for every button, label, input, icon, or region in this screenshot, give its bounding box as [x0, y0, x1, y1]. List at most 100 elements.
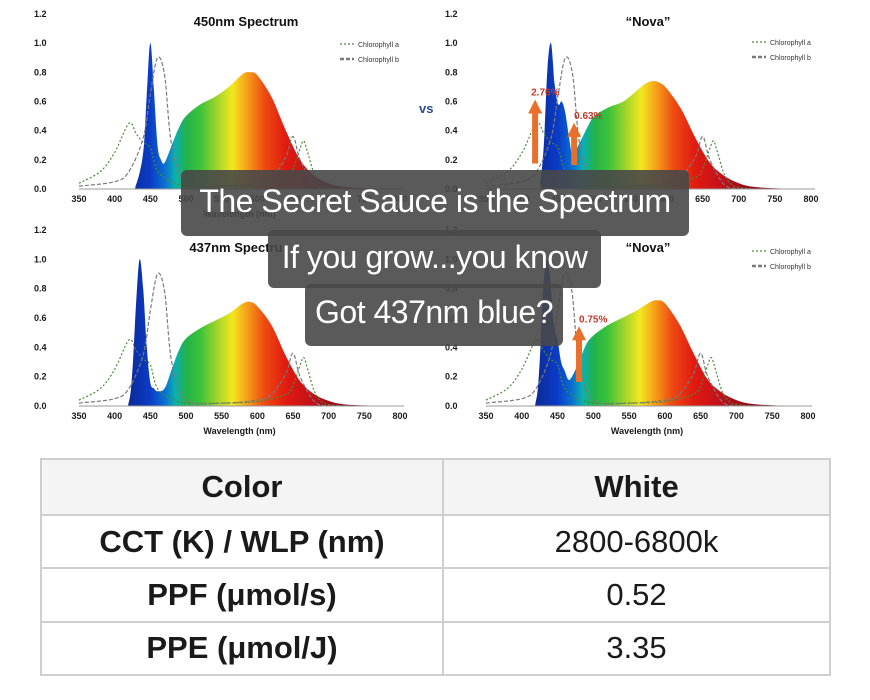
y-tick-label: 0.8	[34, 284, 47, 294]
legend-entry: Chlorophyll b	[770, 55, 811, 62]
x-tick-label: 550	[622, 411, 637, 421]
y-tick-label: 1.0	[34, 254, 47, 264]
annotation-label: 0.63%	[574, 111, 602, 122]
chlorophyll-b-line	[485, 272, 737, 407]
y-tick-label: 0.4	[445, 342, 458, 352]
y-tick-label: 0.8	[34, 67, 47, 77]
y-tick-label: 0.6	[34, 313, 47, 323]
chlorophyll-b-line	[485, 56, 739, 190]
row-label-ppe: PPE (μmol/J)	[40, 620, 444, 677]
overlay-caption-3: Got 437nm blue?	[305, 284, 563, 346]
spec-table: Color White CCT (K) / WLP (nm) 2800-6800…	[40, 458, 831, 677]
x-tick-label: 500	[178, 411, 193, 421]
y-tick-label: 0.0	[445, 401, 458, 411]
table-row: CCT (K) / WLP (nm) 2800-6800k	[40, 513, 831, 570]
header-cell-color: Color	[40, 458, 444, 516]
legend-entry: Chlorophyll a	[770, 40, 811, 47]
chart-437nm-spectrum: 350 400 450 500 550 600 650 700 750 800 0.0 0.2 0.4 0…	[0, 220, 430, 440]
x-tick-label: 500	[586, 411, 601, 421]
spectrum-area	[486, 259, 808, 407]
x-tick-label: 350	[478, 411, 493, 421]
row-label-ppf: PPF (μmol/s)	[40, 567, 444, 623]
x-tick-label: 600	[250, 411, 265, 421]
row-label-cct: CCT (K) / WLP (nm)	[40, 513, 444, 570]
x-tick-label: 800	[392, 411, 407, 421]
caption-line-3: Got 437nm blue?	[315, 294, 554, 330]
y-tick-label: 0.2	[445, 372, 458, 382]
legend-entry: Chlorophyll b	[358, 57, 399, 64]
annotation-label: 2.76%	[531, 88, 559, 99]
chart-title: “Nova”	[626, 14, 671, 29]
legend-entry: Chlorophyll b	[770, 264, 811, 271]
chlorophyll-b-line	[78, 56, 329, 190]
table-row: PPE (μmol/J) 3.35	[40, 620, 831, 677]
up-arrow-head	[572, 326, 587, 341]
x-tick-label: 400	[107, 194, 122, 204]
up-arrow-shaft	[576, 338, 583, 382]
x-tick-label: 800	[803, 194, 818, 204]
x-tick-label: 350	[71, 411, 86, 421]
x-tick-label: 650	[695, 194, 710, 204]
y-tick-label: 0.2	[445, 155, 458, 165]
y-tick-label: 0.4	[34, 342, 47, 352]
spectrum-area	[79, 43, 400, 190]
table-row: PPF (μmol/s) 0.52	[40, 567, 831, 623]
chart-title: 437nm Spectru	[189, 240, 282, 255]
table-header-row: Color White	[40, 458, 831, 516]
y-tick-label: 0.4	[445, 126, 458, 136]
annotation-label: 0.75%	[579, 314, 607, 325]
y-tick-label: 1.2	[445, 9, 458, 19]
y-tick-label: 1.2	[34, 9, 47, 19]
x-axis-label: Wavelength (nm)	[611, 426, 683, 436]
spectrum-area	[79, 259, 400, 407]
vs-label: vs	[419, 101, 434, 116]
x-tick-label: 650	[285, 411, 300, 421]
x-tick-label: 700	[321, 411, 336, 421]
x-tick-label: 800	[800, 411, 815, 421]
caption-line-1: The Secret Sauce is the Spectrum	[199, 183, 671, 219]
x-tick-label: 600	[657, 411, 672, 421]
legend-entry: Chlorophyll a	[358, 42, 399, 49]
row-value-cct: 2800-6800k	[442, 513, 831, 570]
up-arrow-shaft	[532, 111, 539, 164]
x-tick-label: 450	[143, 411, 158, 421]
header-cell-white: White	[442, 458, 831, 516]
x-tick-label: 400	[107, 411, 122, 421]
y-tick-label: 0.4	[34, 126, 47, 136]
y-tick-label: 0.2	[34, 155, 47, 165]
x-tick-label: 700	[729, 411, 744, 421]
x-tick-label: 700	[731, 194, 746, 204]
x-tick-label: 650	[693, 411, 708, 421]
y-tick-label: 0.0	[34, 184, 47, 194]
y-tick-label: 1.0	[445, 38, 458, 48]
y-tick-label: 0.8	[445, 67, 458, 77]
legend-entry: Chlorophyll a	[770, 249, 811, 256]
overlay-caption-1: The Secret Sauce is the Spectrum	[181, 170, 689, 236]
up-arrow-shaft	[571, 134, 578, 165]
spectrum-area	[486, 42, 811, 190]
up-arrow-head	[567, 122, 582, 137]
x-tick-label: 450	[143, 194, 158, 204]
x-tick-label: 750	[357, 411, 372, 421]
overlay-caption-2: If you grow...you know	[268, 230, 601, 288]
x-tick-label: 400	[514, 411, 529, 421]
chart-title: “Nova”	[626, 240, 671, 255]
chlorophyll-b-line	[78, 272, 329, 407]
row-value-ppe: 3.35	[442, 620, 831, 677]
x-tick-label: 750	[765, 411, 780, 421]
y-tick-label: 1.2	[34, 225, 47, 235]
row-value-ppf: 0.52	[442, 567, 831, 623]
y-tick-label: 0.2	[34, 372, 47, 382]
up-arrow-head	[528, 99, 543, 114]
y-tick-label: 0.6	[445, 97, 458, 107]
y-tick-label: 0.0	[34, 401, 47, 411]
caption-line-2: If you grow...you know	[281, 239, 588, 275]
x-tick-label: 350	[71, 194, 86, 204]
x-tick-label: 550	[214, 411, 229, 421]
chart-title: 450nm Spectrum	[194, 14, 299, 29]
x-axis-label: Wavelength (nm)	[203, 426, 275, 436]
chart-437nm-svg: 350 400 450 500 550 600 650 700 750 800 0.0 0.2 0.4 0…	[34, 225, 408, 436]
x-tick-label: 750	[767, 194, 782, 204]
y-tick-label: 0.6	[34, 97, 47, 107]
x-tick-label: 450	[550, 411, 565, 421]
